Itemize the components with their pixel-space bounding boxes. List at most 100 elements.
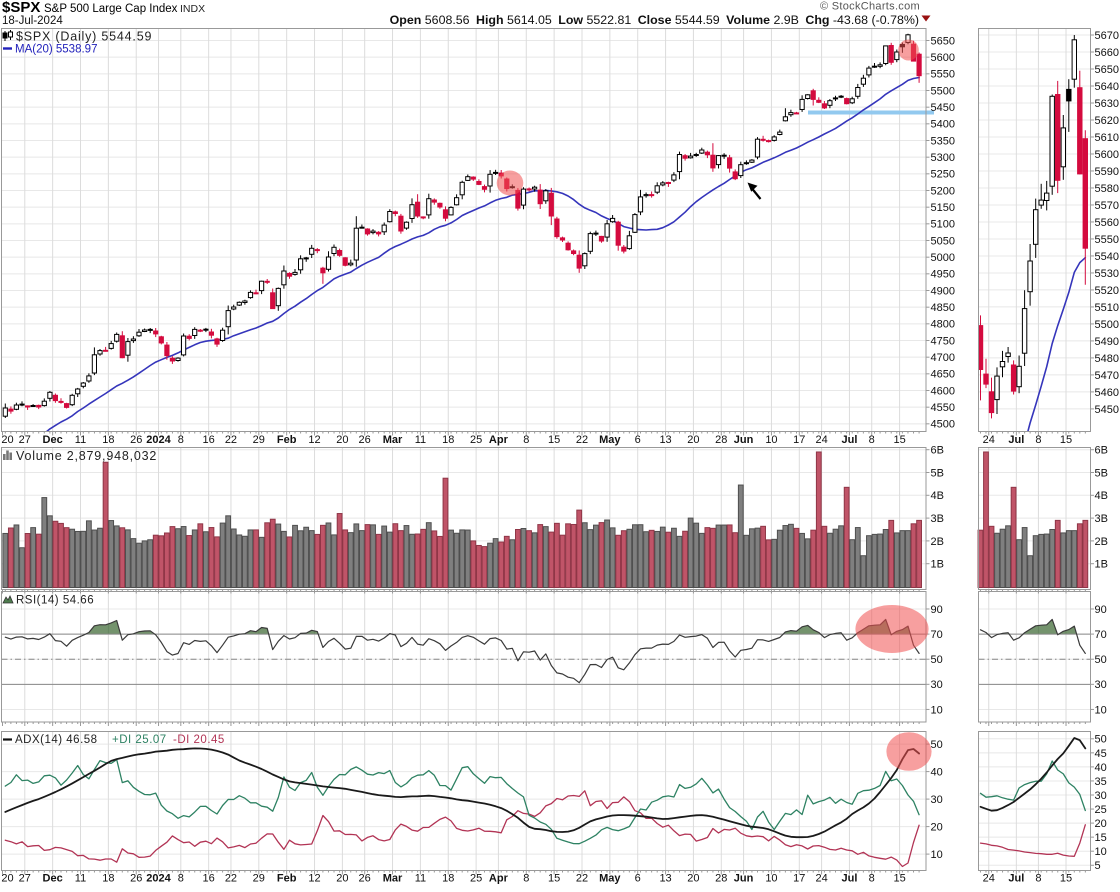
svg-text:5490: 5490 <box>1095 336 1119 348</box>
svg-text:6: 6 <box>635 434 641 446</box>
svg-text:30: 30 <box>1095 790 1107 802</box>
svg-text:Volume 2,879,948,032: Volume 2,879,948,032 <box>16 449 157 463</box>
svg-text:4900: 4900 <box>931 285 955 297</box>
svg-text:5550: 5550 <box>931 69 955 81</box>
svg-text:18: 18 <box>442 434 454 446</box>
svg-text:8: 8 <box>178 873 184 885</box>
svg-text:27: 27 <box>19 434 31 446</box>
svg-text:5300: 5300 <box>931 152 955 164</box>
svg-text:5560: 5560 <box>1095 217 1119 229</box>
svg-text:4850: 4850 <box>931 302 955 314</box>
svg-text:5460: 5460 <box>1095 387 1119 399</box>
svg-text:5600: 5600 <box>1095 149 1119 161</box>
svg-text:5450: 5450 <box>931 102 955 114</box>
svg-text:8: 8 <box>1035 873 1041 885</box>
svg-text:10: 10 <box>931 849 943 861</box>
svg-text:5540: 5540 <box>1095 251 1119 263</box>
svg-text:20: 20 <box>1 434 13 446</box>
svg-text:16: 16 <box>203 434 215 446</box>
svg-text:May: May <box>599 434 621 446</box>
svg-text:13: 13 <box>659 434 671 446</box>
svg-text:11: 11 <box>415 873 426 885</box>
svg-text:24: 24 <box>983 873 995 885</box>
svg-text:70: 70 <box>931 629 943 641</box>
svg-text:30: 30 <box>931 679 943 691</box>
svg-text:5630: 5630 <box>1095 98 1119 110</box>
svg-text:5480: 5480 <box>1095 353 1119 365</box>
svg-text:5620: 5620 <box>1095 115 1119 127</box>
svg-text:6: 6 <box>635 873 641 885</box>
svg-text:90: 90 <box>1095 604 1107 616</box>
svg-text:Jun: Jun <box>734 434 754 446</box>
svg-text:4B: 4B <box>1095 490 1108 502</box>
svg-text:6B: 6B <box>1095 445 1108 457</box>
svg-text:29: 29 <box>253 434 265 446</box>
svg-text:Apr: Apr <box>489 434 509 446</box>
svg-text:10: 10 <box>1095 704 1107 716</box>
svg-text:22: 22 <box>225 434 237 446</box>
svg-text:Mar: Mar <box>383 873 403 885</box>
svg-text:5000: 5000 <box>931 252 955 264</box>
svg-text:2024: 2024 <box>146 434 171 446</box>
svg-text:22: 22 <box>576 873 588 885</box>
svg-text:10: 10 <box>1095 846 1107 858</box>
svg-text:5400: 5400 <box>931 119 955 131</box>
svg-text:Apr: Apr <box>489 873 509 885</box>
svg-text:2B: 2B <box>931 536 944 548</box>
svg-text:5570: 5570 <box>1095 200 1119 212</box>
svg-text:28: 28 <box>715 434 727 446</box>
svg-text:8: 8 <box>1035 434 1041 446</box>
svg-text:5580: 5580 <box>1095 183 1119 195</box>
svg-text:20: 20 <box>687 434 699 446</box>
svg-text:18: 18 <box>102 873 114 885</box>
svg-text:24: 24 <box>983 434 995 446</box>
svg-text:4800: 4800 <box>931 319 955 331</box>
svg-text:4500: 4500 <box>931 419 955 431</box>
svg-text:8: 8 <box>869 434 875 446</box>
svg-text:17: 17 <box>793 434 805 446</box>
svg-text:RSI(14) 54.66: RSI(14) 54.66 <box>16 595 94 607</box>
svg-text:5350: 5350 <box>931 135 955 147</box>
svg-text:18: 18 <box>442 873 454 885</box>
svg-text:27: 27 <box>19 873 31 885</box>
svg-text:5150: 5150 <box>931 202 955 214</box>
svg-text:1B: 1B <box>931 559 944 571</box>
svg-text:11: 11 <box>75 873 86 885</box>
svg-text:Jul: Jul <box>841 434 857 446</box>
svg-text:28: 28 <box>715 873 727 885</box>
svg-text:20: 20 <box>687 873 699 885</box>
svg-text:40: 40 <box>1095 762 1107 774</box>
svg-text:10: 10 <box>765 434 777 446</box>
svg-text:5200: 5200 <box>931 185 955 197</box>
svg-text:22: 22 <box>225 873 237 885</box>
svg-text:8: 8 <box>523 873 529 885</box>
svg-text:5610: 5610 <box>1095 132 1119 144</box>
svg-text:25: 25 <box>470 873 482 885</box>
svg-text:18: 18 <box>102 434 114 446</box>
svg-text:3B: 3B <box>1095 513 1108 525</box>
svg-text:2B: 2B <box>1095 536 1108 548</box>
svg-text:5600: 5600 <box>931 52 955 64</box>
svg-text:4750: 4750 <box>931 335 955 347</box>
svg-text:MA(20) 5538.97: MA(20) 5538.97 <box>15 44 97 56</box>
svg-text:5640: 5640 <box>1095 81 1119 93</box>
svg-text:Jun: Jun <box>734 873 754 885</box>
svg-text:Jul: Jul <box>1008 434 1024 446</box>
svg-text:50: 50 <box>1095 734 1107 746</box>
svg-text:45: 45 <box>1095 748 1107 760</box>
svg-text:50: 50 <box>931 739 943 751</box>
svg-text:30: 30 <box>1095 679 1107 691</box>
svg-text:15: 15 <box>548 873 560 885</box>
svg-text:$SPX: $SPX <box>2 0 40 16</box>
svg-text:+DI 25.07: +DI 25.07 <box>112 734 167 746</box>
svg-text:30: 30 <box>931 794 943 806</box>
svg-text:24: 24 <box>815 434 827 446</box>
svg-text:26: 26 <box>359 434 371 446</box>
svg-text:5500: 5500 <box>931 85 955 97</box>
svg-text:5050: 5050 <box>931 235 955 247</box>
svg-text:S&P 500 Large Cap Index: S&P 500 Large Cap Index <box>44 3 178 15</box>
svg-text:Dec: Dec <box>43 434 63 446</box>
svg-text:ADX(14) 46.58: ADX(14) 46.58 <box>15 734 98 746</box>
svg-text:35: 35 <box>1095 776 1107 788</box>
svg-text:$SPX (Daily) 5544.59: $SPX (Daily) 5544.59 <box>16 30 152 44</box>
